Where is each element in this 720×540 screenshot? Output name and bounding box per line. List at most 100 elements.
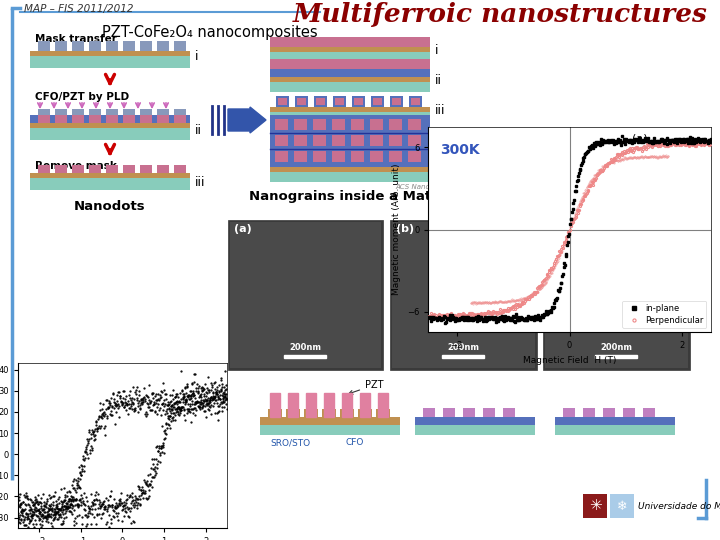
Text: (a): (a) (234, 224, 252, 234)
Bar (140, 41, 152, 51)
Bar (603, 408, 615, 417)
Bar (294, 119, 307, 130)
Bar (304, 409, 318, 417)
Bar (408, 151, 421, 162)
Bar (174, 115, 186, 123)
Bar (295, 96, 308, 107)
Bar (583, 494, 607, 518)
Bar (351, 135, 364, 146)
in-plane (441, 320, 450, 326)
Bar (228, 220, 383, 370)
Bar (595, 355, 637, 358)
Text: i: i (435, 44, 438, 57)
Bar (174, 165, 186, 173)
Bar (270, 112, 430, 122)
Perpendicular (424, 314, 433, 320)
Bar (314, 96, 327, 107)
Bar (623, 408, 635, 417)
Polygon shape (270, 393, 280, 417)
Bar (30, 56, 190, 68)
Bar (278, 98, 287, 105)
Bar (260, 425, 400, 435)
Bar (106, 109, 118, 115)
Text: iv: iv (435, 156, 446, 168)
Polygon shape (288, 393, 298, 417)
Text: PZT: PZT (348, 380, 384, 394)
Bar (332, 119, 345, 130)
Bar (140, 165, 152, 173)
FancyArrow shape (228, 107, 266, 133)
Bar (351, 119, 364, 130)
Text: 200nm: 200nm (447, 343, 479, 352)
Bar (294, 151, 307, 162)
Bar (55, 41, 67, 51)
Polygon shape (306, 393, 316, 417)
Polygon shape (360, 393, 370, 417)
Perpendicular (517, 301, 526, 307)
in-plane (603, 137, 611, 144)
Perpendicular (431, 315, 440, 321)
Bar (174, 109, 186, 115)
in-plane (629, 139, 638, 145)
Bar (89, 109, 101, 115)
Bar (415, 417, 535, 425)
Bar (408, 135, 421, 146)
Line: in-plane: in-plane (427, 134, 712, 324)
Bar (389, 151, 402, 162)
Text: Nanograins inside a Matrix: Nanograins inside a Matrix (249, 190, 451, 203)
Bar (370, 151, 383, 162)
Bar (123, 165, 135, 173)
Bar (610, 494, 634, 518)
Bar (409, 96, 422, 107)
Bar (555, 417, 675, 425)
Bar (55, 109, 67, 115)
Bar (423, 408, 435, 417)
Bar (332, 135, 345, 146)
Text: 200nm: 200nm (289, 343, 321, 352)
Bar (275, 151, 288, 162)
Bar (157, 115, 169, 123)
Bar (270, 167, 430, 172)
Bar (268, 409, 282, 417)
Bar (322, 409, 336, 417)
Bar (643, 408, 655, 417)
Polygon shape (342, 393, 352, 417)
Bar (316, 98, 325, 105)
Bar (72, 41, 84, 51)
Polygon shape (324, 393, 334, 417)
Bar (483, 408, 495, 417)
Bar (443, 408, 455, 417)
Perpendicular (703, 138, 711, 145)
Bar (30, 51, 190, 56)
Bar (270, 59, 430, 69)
Text: ❄: ❄ (617, 500, 627, 512)
Bar (72, 165, 84, 173)
Bar (106, 115, 118, 123)
Text: 300K: 300K (440, 143, 480, 157)
Bar (376, 409, 390, 417)
Bar (140, 115, 152, 123)
Bar (38, 165, 50, 173)
Perpendicular (706, 140, 715, 147)
Perpendicular (629, 149, 637, 156)
Bar (389, 119, 402, 130)
Text: ✳: ✳ (589, 498, 601, 514)
Polygon shape (378, 393, 388, 417)
Bar (313, 135, 326, 146)
Bar (370, 119, 383, 130)
Bar (270, 115, 430, 167)
Bar (563, 408, 575, 417)
Bar (55, 165, 67, 173)
Bar (30, 128, 190, 140)
Bar (270, 107, 430, 112)
Bar (583, 408, 595, 417)
Perpendicular (536, 281, 545, 288)
Text: iii: iii (435, 104, 446, 117)
Bar (38, 109, 50, 115)
Bar (390, 220, 537, 370)
Bar (276, 96, 289, 107)
Bar (415, 425, 535, 435)
Bar (390, 96, 403, 107)
Bar (408, 119, 421, 130)
Bar (270, 82, 430, 92)
